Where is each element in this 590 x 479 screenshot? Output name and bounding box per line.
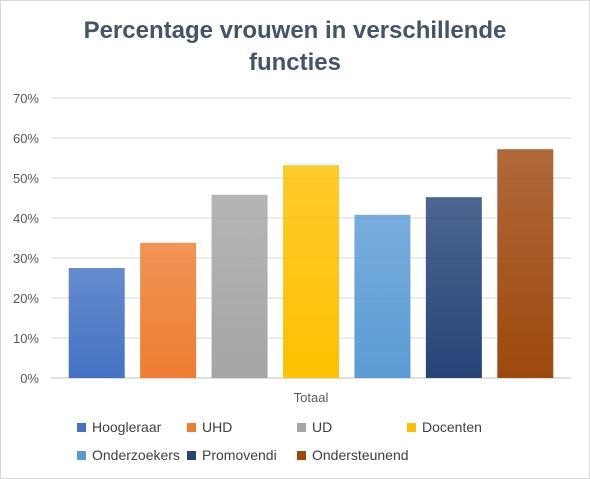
- bar-promovendi: [425, 197, 482, 378]
- legend-swatch: [187, 450, 196, 460]
- y-tick-label: 50%: [13, 171, 39, 186]
- legend-label: Onderzoekers: [92, 447, 180, 463]
- bar-onderzoekers: [354, 214, 411, 378]
- legend-label: Promovendi: [202, 447, 277, 463]
- legend-swatch: [77, 422, 86, 432]
- legend-label: Hoogleraar: [92, 419, 162, 435]
- legend-item-ondersteunend: Ondersteunend: [297, 447, 409, 463]
- legend-swatch: [297, 422, 306, 432]
- legend-swatch: [77, 450, 86, 460]
- y-tick-label: 10%: [13, 331, 39, 346]
- legend-item-docenten: Docenten: [407, 419, 482, 435]
- legend-swatch: [297, 450, 306, 460]
- legend-label: UHD: [202, 419, 233, 435]
- legend-label: Docenten: [422, 419, 482, 435]
- legend-swatch: [187, 422, 196, 432]
- y-tick-label: 60%: [13, 131, 39, 146]
- bar-uhd: [140, 242, 197, 378]
- chart-title: Percentage vrouwen in verschillende func…: [1, 15, 589, 79]
- chart-title-line-1: Percentage vrouwen in verschillende: [83, 17, 507, 44]
- legend-item-ud: UD: [297, 419, 332, 435]
- legend-label: UD: [312, 419, 333, 435]
- legend-label: Ondersteunend: [312, 447, 409, 463]
- legend-item-hoogleraar: Hoogleraar: [77, 419, 161, 435]
- bar-hoogleraar: [68, 268, 125, 378]
- chart-title-line-2: functies: [248, 49, 341, 76]
- legend-item-uhd: UHD: [187, 419, 232, 435]
- legend-swatch: [407, 422, 416, 432]
- bar-docenten: [283, 165, 339, 378]
- y-tick-label: 30%: [13, 251, 39, 266]
- legend-item-promovendi: Promovendi: [187, 447, 277, 463]
- bar-ud: [211, 194, 268, 378]
- legend-item-onderzoekers: Onderzoekers: [77, 447, 180, 463]
- x-category-label: Totaal: [294, 390, 329, 405]
- y-tick-label: 20%: [13, 291, 39, 306]
- y-tick-label: 40%: [13, 211, 39, 226]
- bar-ondersteunend: [497, 149, 554, 378]
- y-tick-label: 0%: [20, 371, 39, 386]
- y-tick-label: 70%: [13, 91, 39, 106]
